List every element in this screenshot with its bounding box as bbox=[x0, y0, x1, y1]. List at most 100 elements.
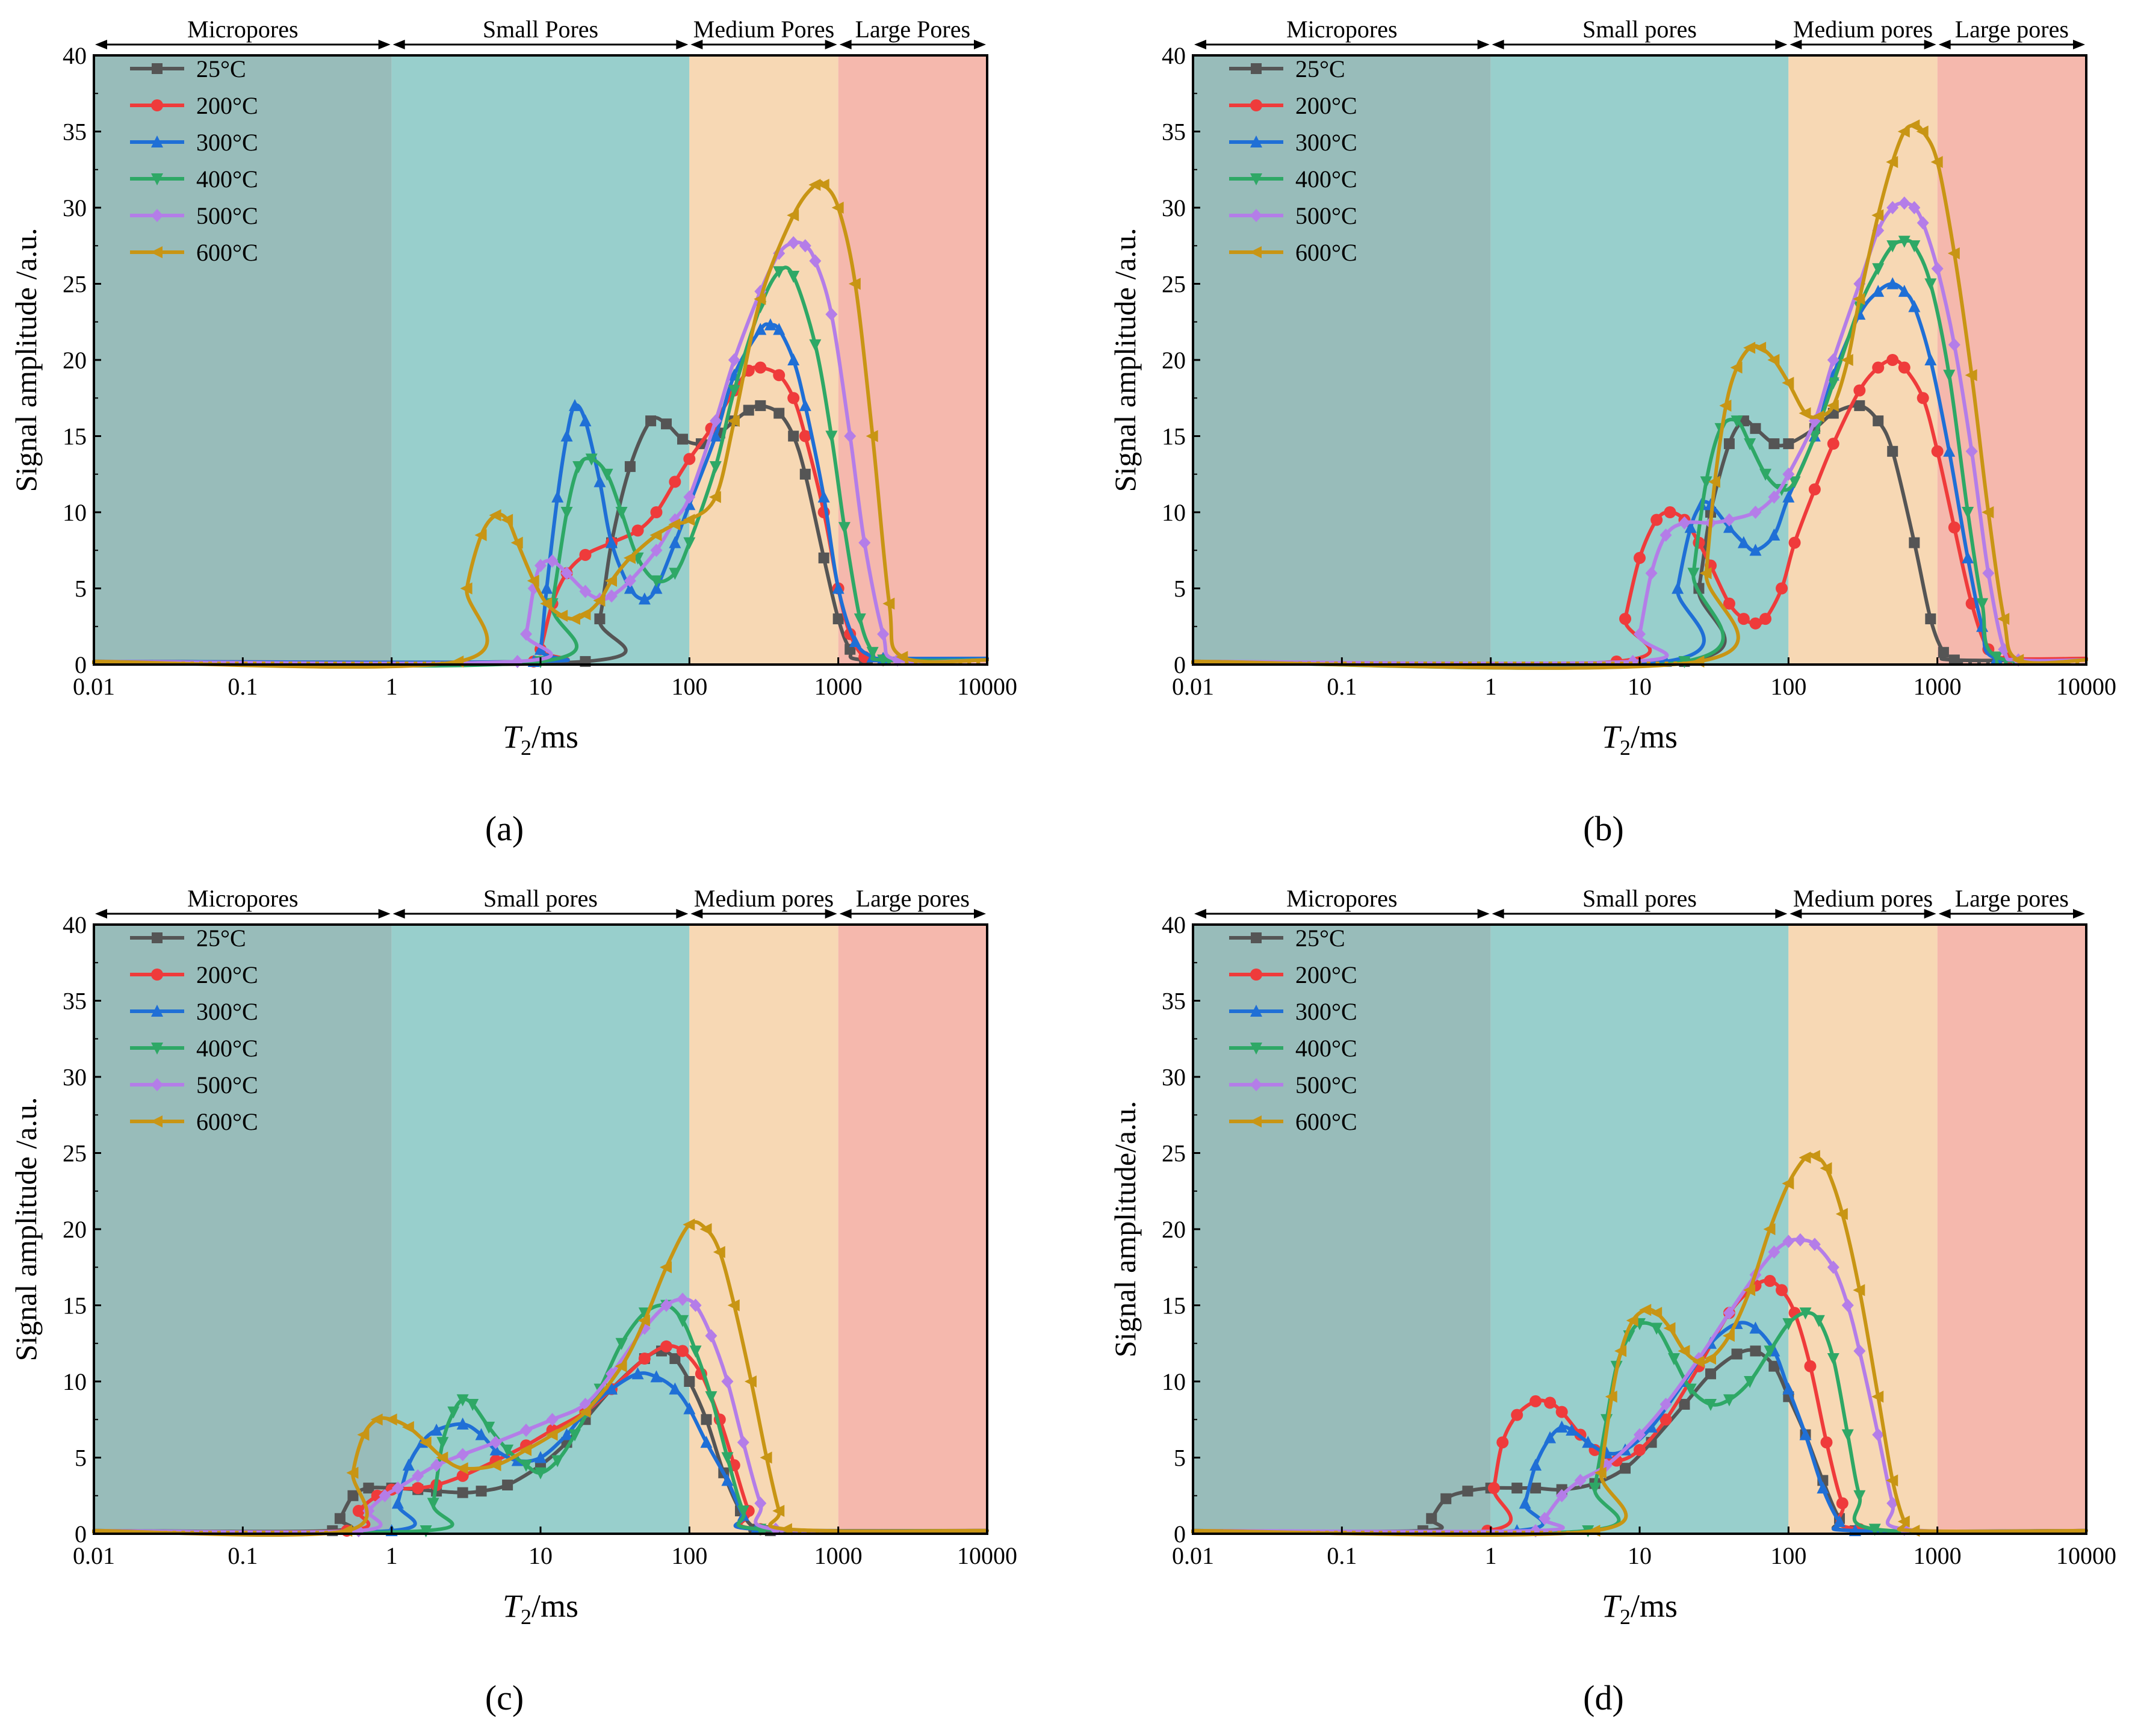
series-marker-1 bbox=[1788, 536, 1801, 549]
series-baseline-mark-5 bbox=[1557, 662, 1561, 664]
series-marker-4 bbox=[1898, 196, 1910, 210]
series-marker-4 bbox=[1782, 1235, 1795, 1248]
series-marker-4 bbox=[650, 544, 663, 557]
x-tick-label: 1000 bbox=[1914, 1542, 1962, 1569]
series-marker-5 bbox=[1699, 567, 1712, 580]
region-label: Large Pores bbox=[855, 16, 970, 43]
series-baseline-mark-5 bbox=[324, 1531, 328, 1533]
series-marker-0 bbox=[1854, 400, 1865, 411]
series-baseline-mark-5 bbox=[137, 1531, 141, 1533]
series-baseline-mark-5 bbox=[816, 1531, 820, 1533]
legend-label: 25°C bbox=[196, 925, 246, 952]
series-baseline-mark-5 bbox=[306, 1531, 311, 1533]
region-band-0 bbox=[94, 925, 392, 1534]
series-baseline-mark-5 bbox=[431, 662, 435, 664]
region-arrow-head-left bbox=[1492, 40, 1504, 49]
series-baseline-mark-0 bbox=[1986, 662, 1990, 664]
series-marker-5 bbox=[1982, 506, 1994, 518]
y-tick-label: 35 bbox=[63, 119, 87, 146]
series-baseline-mark-5 bbox=[1986, 1531, 1990, 1533]
x-axis-label: T2/ms bbox=[1602, 1588, 1678, 1629]
series-marker-5 bbox=[556, 610, 568, 622]
series-baseline-mark-5 bbox=[244, 1531, 248, 1533]
series-marker-0 bbox=[684, 1376, 695, 1387]
series-baseline-mark-5 bbox=[914, 1531, 918, 1533]
series-baseline-mark-5 bbox=[128, 1531, 132, 1533]
x-axis-label-sub: 2 bbox=[521, 1605, 531, 1629]
series-marker-5 bbox=[578, 608, 591, 621]
y-tick-label: 40 bbox=[63, 911, 87, 938]
series-marker-1 bbox=[660, 1340, 673, 1353]
region-band-2 bbox=[1788, 55, 1938, 665]
series-marker-4 bbox=[546, 554, 559, 568]
series-marker-4 bbox=[1982, 566, 1995, 580]
series-marker-0 bbox=[788, 430, 799, 442]
series-baseline-mark-5 bbox=[807, 1531, 811, 1533]
series-baseline-mark-5 bbox=[878, 1531, 882, 1533]
series-marker-5 bbox=[401, 1421, 414, 1433]
series-baseline-mark-5 bbox=[137, 662, 141, 664]
series-baseline-mark-5 bbox=[1655, 662, 1659, 664]
legend-label: 300°C bbox=[196, 998, 258, 1025]
x-tick-label: 0.1 bbox=[1327, 1542, 1357, 1569]
series-baseline-mark-5 bbox=[1673, 662, 1678, 664]
series-marker-5 bbox=[744, 1375, 757, 1387]
series-marker-4 bbox=[1634, 1428, 1646, 1442]
series-marker-5 bbox=[593, 594, 606, 607]
y-tick-label: 20 bbox=[1162, 1216, 1186, 1243]
region-arrow-head-right bbox=[2073, 40, 2085, 49]
series-baseline-mark-5 bbox=[1289, 662, 1294, 664]
series-baseline-mark-5 bbox=[1334, 662, 1338, 664]
series-baseline-mark-5 bbox=[163, 1531, 167, 1533]
region-arrow-head-left bbox=[392, 40, 405, 49]
series-marker-0 bbox=[669, 1353, 681, 1365]
y-tick-label: 30 bbox=[1162, 1064, 1186, 1091]
region-band-2 bbox=[1788, 925, 1938, 1534]
region-label: Micropores bbox=[187, 885, 298, 912]
y-tick-label: 40 bbox=[1162, 911, 1186, 938]
series-marker-3 bbox=[520, 1460, 533, 1472]
series-marker-2 bbox=[683, 1402, 696, 1415]
series-marker-5 bbox=[1605, 1390, 1617, 1403]
series-baseline-mark-5 bbox=[1200, 1531, 1204, 1533]
region-band-1 bbox=[1490, 55, 1789, 665]
series-marker-3 bbox=[838, 522, 851, 535]
x-tick-label: 100 bbox=[671, 1542, 707, 1569]
region-arrow-head-left bbox=[95, 909, 107, 919]
y-tick-label: 5 bbox=[1174, 575, 1186, 603]
series-marker-5 bbox=[1782, 1177, 1794, 1190]
series-marker-4 bbox=[754, 1496, 767, 1510]
x-tick-label: 1000 bbox=[814, 673, 863, 700]
series-baseline-mark-5 bbox=[1441, 662, 1445, 664]
series-baseline-mark-5 bbox=[1923, 1531, 1927, 1533]
series-marker-2 bbox=[1768, 528, 1780, 541]
series-baseline-mark-5 bbox=[798, 1531, 802, 1533]
x-tick-label: 0.1 bbox=[1327, 673, 1357, 700]
series-marker-5 bbox=[1743, 341, 1756, 354]
series-marker-0 bbox=[832, 613, 844, 625]
series-baseline-mark-5 bbox=[860, 1531, 864, 1533]
series-baseline-mark-5 bbox=[315, 662, 319, 664]
series-baseline-mark-5 bbox=[923, 662, 927, 664]
series-baseline-mark-0 bbox=[1959, 662, 1963, 664]
series-baseline-mark-5 bbox=[905, 662, 909, 664]
series-baseline-mark-5 bbox=[190, 1531, 194, 1533]
series-marker-4 bbox=[1948, 338, 1960, 352]
series-marker-5 bbox=[1897, 125, 1910, 138]
series-marker-3 bbox=[705, 1391, 717, 1404]
series-marker-3 bbox=[1687, 568, 1700, 580]
series-marker-2 bbox=[391, 1496, 404, 1509]
series-baseline-mark-5 bbox=[404, 662, 409, 664]
series-baseline-mark-5 bbox=[1298, 662, 1303, 664]
series-line-5 bbox=[1191, 123, 2088, 670]
legend-label: 600°C bbox=[196, 1108, 258, 1135]
series-baseline-mark-3 bbox=[2004, 662, 2008, 664]
series-marker-5 bbox=[1650, 1307, 1663, 1319]
series-marker-1 bbox=[1529, 1395, 1542, 1407]
series-baseline-mark-5 bbox=[226, 662, 230, 664]
series-marker-3 bbox=[1943, 370, 1956, 382]
series-marker-4 bbox=[1808, 1238, 1821, 1251]
series-marker-2 bbox=[1737, 536, 1750, 548]
series-marker-2 bbox=[560, 1428, 573, 1440]
